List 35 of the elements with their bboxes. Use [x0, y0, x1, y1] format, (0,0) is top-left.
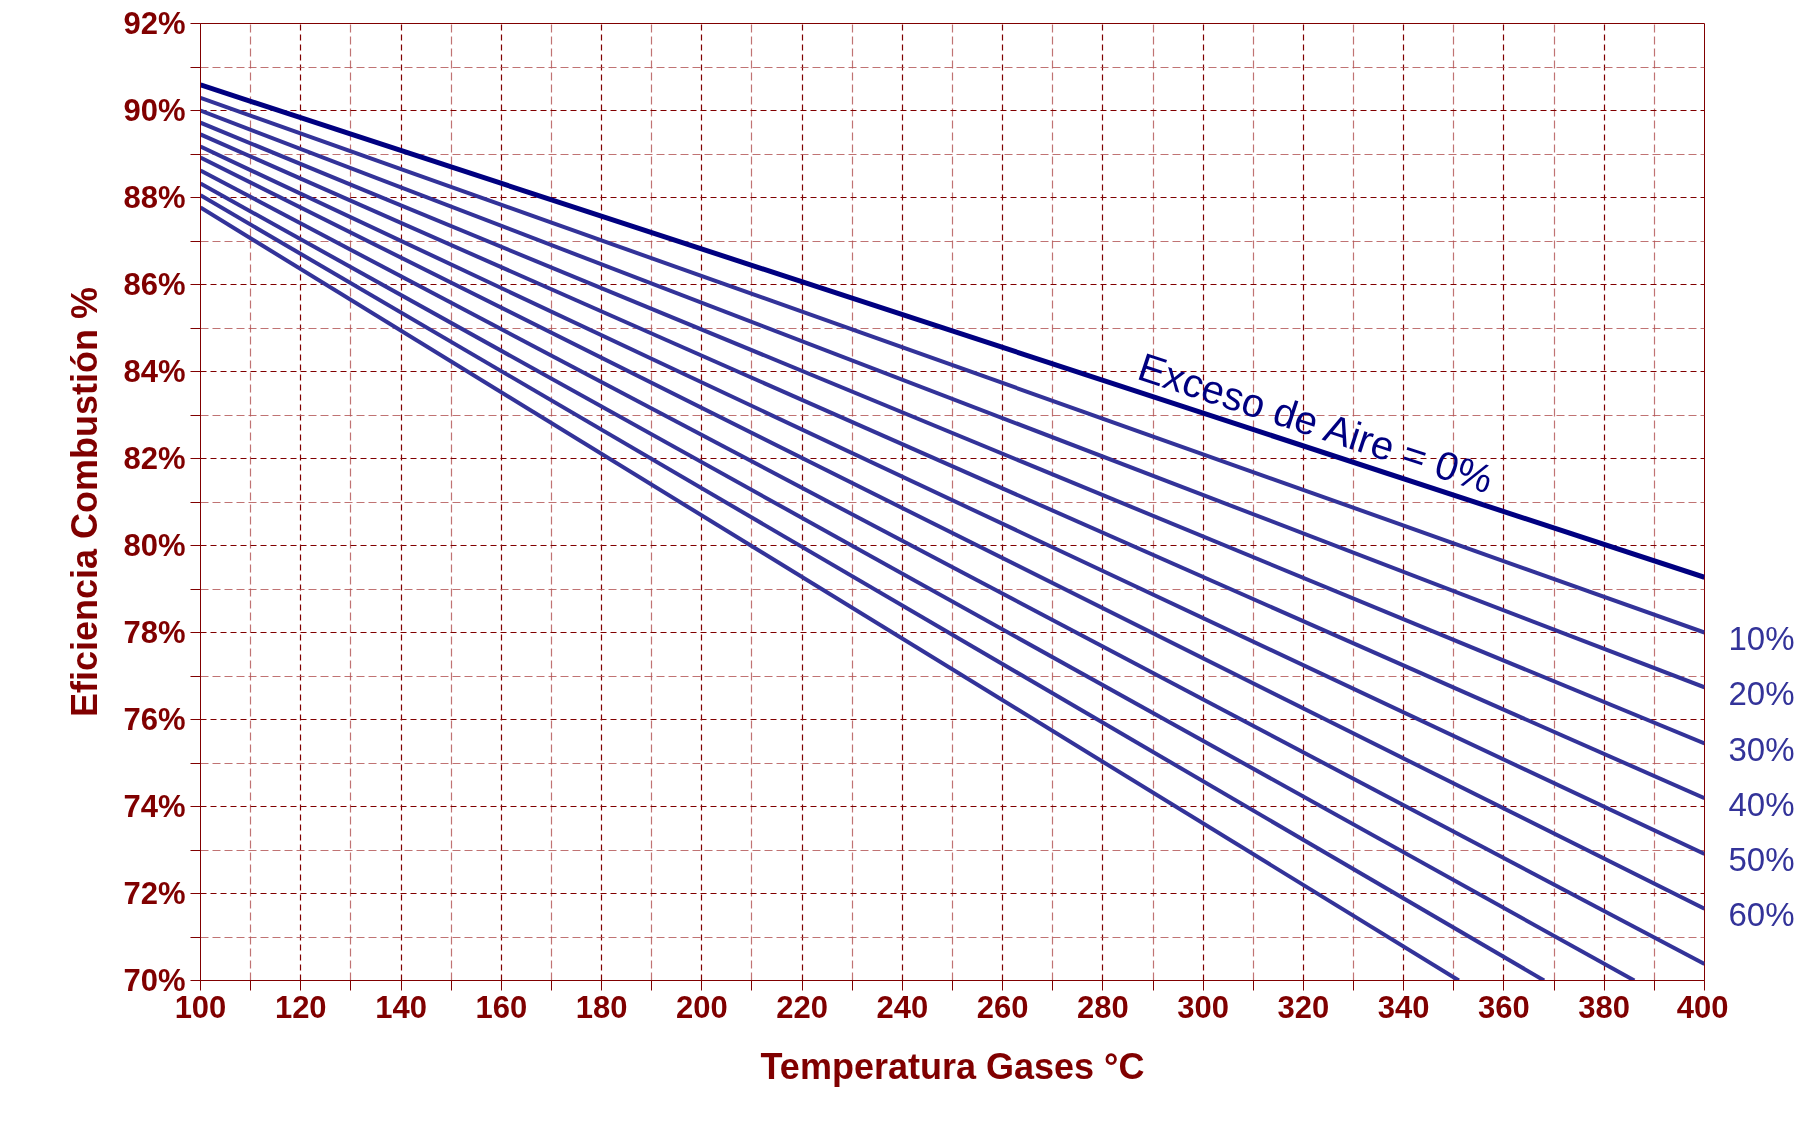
x-tick-label: 320 — [1277, 989, 1330, 1025]
x-tick-label: 400 — [1676, 989, 1729, 1025]
x-tick-label: 180 — [575, 989, 628, 1025]
series-label: 20% — [1728, 674, 1795, 712]
y-tick-label: 76% — [123, 702, 186, 737]
y-axis-title: Eficiencia Combustión % — [64, 286, 106, 718]
series-label: 10% — [1728, 620, 1795, 657]
x-tick-label: 140 — [375, 989, 427, 1025]
x-tick-label: 300 — [1177, 989, 1230, 1025]
x-tick-label: 380 — [1578, 989, 1631, 1025]
y-tick-label: 86% — [123, 267, 186, 302]
x-tick-label: 160 — [475, 989, 528, 1025]
x-tick-label: 120 — [274, 989, 327, 1025]
y-tick-label: 88% — [123, 180, 186, 215]
series-label: 60% — [1728, 896, 1795, 934]
x-tick-label: 200 — [675, 989, 728, 1025]
y-tick-label: 92% — [123, 6, 186, 41]
x-tick-label: 360 — [1478, 989, 1530, 1025]
y-tick-label: 80% — [123, 528, 186, 563]
y-tick-label: 82% — [123, 441, 186, 476]
y-tick-label: 78% — [123, 615, 186, 650]
series-label: 40% — [1728, 785, 1795, 823]
x-tick-label: 220 — [776, 989, 828, 1025]
y-tick-label: 84% — [123, 354, 186, 389]
text: Exceso de Aire = 0% — [1132, 344, 1499, 502]
x-axis-title: Temperatura Gases °C — [760, 1045, 1145, 1087]
x-tick-label: 340 — [1377, 989, 1430, 1025]
x-tick-label: 240 — [876, 989, 929, 1025]
x-tick-label: 280 — [1077, 989, 1129, 1025]
y-tick-label: 72% — [123, 876, 186, 911]
series-label: 50% — [1728, 841, 1795, 879]
x-tick-label: 260 — [976, 989, 1029, 1025]
series-label: 30% — [1728, 730, 1795, 768]
y-tick-label: 74% — [123, 789, 186, 824]
y-tick-label: 90% — [123, 93, 186, 128]
